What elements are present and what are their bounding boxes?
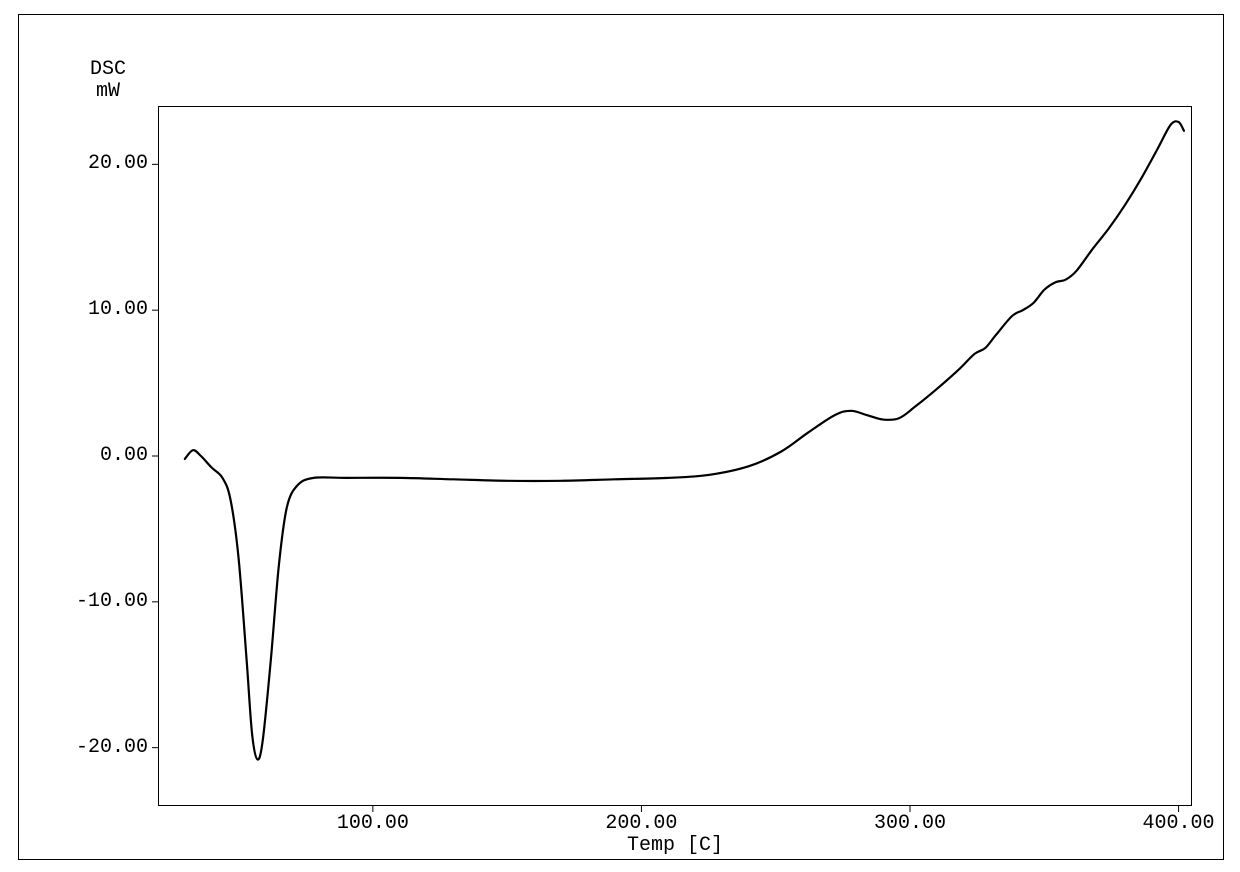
y-tick-label: 10.00: [48, 298, 148, 321]
y-tick-label: -10.00: [48, 590, 148, 613]
x-tick-label: 400.00: [1139, 812, 1219, 835]
y-tick-label: -20.00: [48, 736, 148, 759]
y-tick-label: 0.00: [48, 444, 148, 467]
x-tick-label: 100.00: [333, 812, 413, 835]
y-tick-label: 20.00: [48, 152, 148, 175]
dsc-curve: [0, 0, 1240, 872]
x-tick-label: 300.00: [870, 812, 950, 835]
x-tick-label: 200.00: [601, 812, 681, 835]
